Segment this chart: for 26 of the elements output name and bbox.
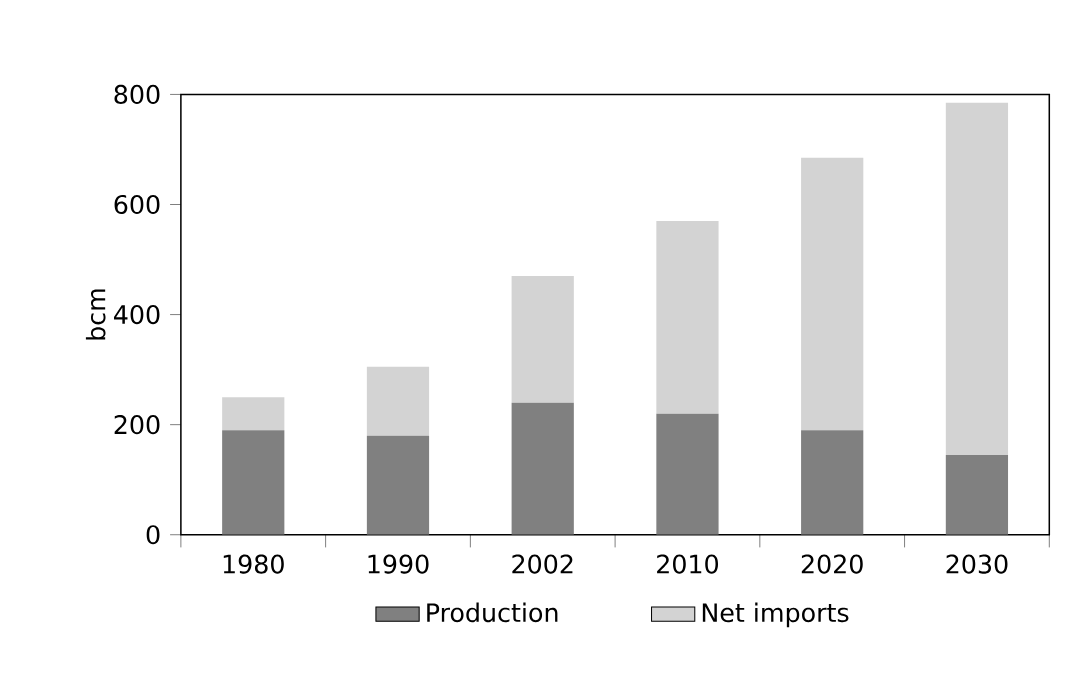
bar — [511, 276, 574, 403]
y-tick-label: 200 — [114, 415, 160, 435]
bar — [222, 397, 285, 431]
y-axis-title: bcm — [85, 289, 106, 340]
bar — [366, 366, 430, 436]
x-tick-label: 1980 — [223, 554, 284, 574]
bar — [801, 430, 864, 535]
x-tick-label: 2020 — [801, 554, 863, 574]
bar — [945, 102, 1009, 456]
y-tick-label: 600 — [114, 194, 160, 215]
bar — [366, 435, 430, 535]
bar — [945, 455, 1009, 535]
bar — [656, 221, 719, 414]
bar — [801, 157, 864, 431]
x-tick-label: 2030 — [946, 554, 1008, 574]
x-tick-label: 2002 — [512, 554, 573, 574]
x-tick-label: 1990 — [368, 554, 429, 574]
bar — [656, 413, 719, 535]
y-tick-label: 800 — [114, 84, 160, 105]
legend-label: Net imports — [702, 602, 849, 628]
bar — [511, 402, 574, 535]
bar — [222, 430, 285, 535]
x-tick-label: 2010 — [657, 554, 719, 574]
y-tick-label: 0 — [146, 525, 160, 545]
legend-label: Production — [427, 602, 558, 623]
y-tick-label: 400 — [114, 305, 160, 325]
